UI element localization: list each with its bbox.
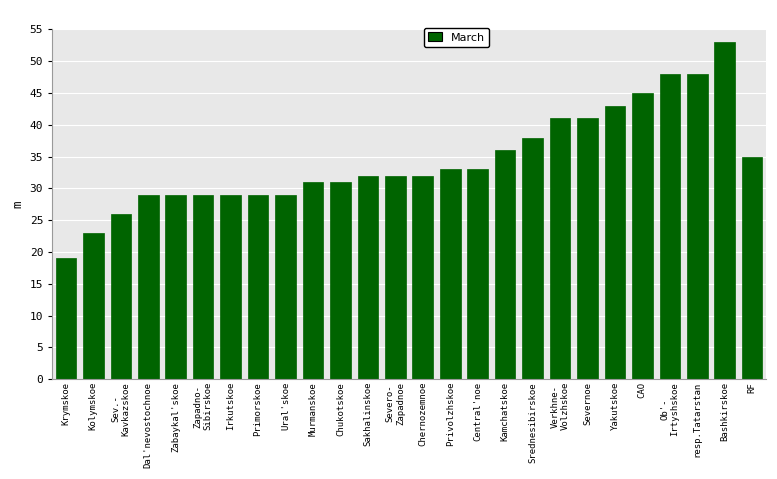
Bar (714, 42, 735, 379)
Bar (193, 195, 214, 379)
Bar (385, 176, 406, 379)
Bar (522, 137, 543, 379)
Bar (330, 182, 350, 379)
Bar (221, 195, 241, 379)
Bar (549, 118, 570, 379)
Bar (495, 150, 515, 379)
Bar (660, 74, 680, 379)
Bar (605, 106, 625, 379)
Bar (577, 118, 598, 379)
Bar (275, 195, 296, 379)
Bar (83, 233, 103, 379)
Bar (357, 176, 378, 379)
Legend: March: March (424, 28, 490, 47)
Bar (742, 157, 762, 379)
Bar (166, 195, 186, 379)
Bar (413, 176, 433, 379)
Bar (687, 74, 708, 379)
Bar (440, 170, 461, 379)
Bar (110, 214, 131, 379)
Bar (468, 170, 488, 379)
Bar (138, 195, 159, 379)
Bar (248, 195, 268, 379)
Bar (56, 258, 76, 379)
Bar (632, 93, 653, 379)
Bar (303, 182, 323, 379)
Y-axis label: m: m (11, 201, 24, 208)
